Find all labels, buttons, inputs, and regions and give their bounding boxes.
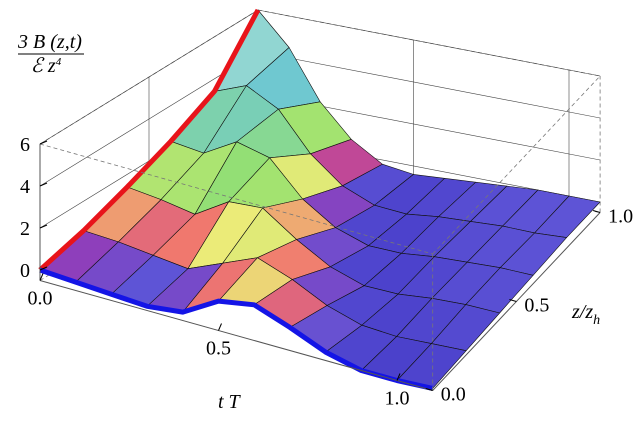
y-axis-label: z/zh <box>571 301 600 328</box>
z-tick <box>39 140 48 145</box>
z-axis-label-denominator: ℰ z4 <box>31 55 62 77</box>
z-label-sup: 4 <box>56 56 62 68</box>
x-axis-label: t T <box>218 391 242 413</box>
box-front: 0.0 0.5 1.0 0.0 0.5 1.0 0 2 4 6 <box>20 75 633 410</box>
x-tick-label: 1.0 <box>385 388 410 410</box>
z-label-den: ℰ z <box>31 55 56 77</box>
y-tick-label: 0.5 <box>524 295 549 317</box>
y-tick <box>425 388 433 391</box>
y-axis-label-sub: h <box>593 313 600 328</box>
grid-line <box>39 9 259 145</box>
y-tick <box>592 210 601 213</box>
grid-line <box>257 51 601 119</box>
x-tick <box>396 373 401 381</box>
z-tick-label: 2 <box>20 218 30 240</box>
z-axis-label-numerator: 3 B (z,t) <box>17 31 82 53</box>
z-tick <box>39 266 48 271</box>
surface <box>38 8 601 391</box>
z-tick <box>39 224 48 229</box>
box-edge <box>39 143 433 255</box>
z-tick-label: 6 <box>20 134 30 156</box>
box-edge <box>39 280 433 391</box>
x-tick-label: 0.0 <box>28 288 53 310</box>
z-tick-label: 4 <box>20 176 30 198</box>
z-tick-label: 0 <box>20 260 30 282</box>
z-tick <box>39 182 48 187</box>
grid-line <box>257 9 601 77</box>
x-tick-label: 0.5 <box>206 338 231 360</box>
x-tick <box>39 273 44 281</box>
box-edge <box>432 75 601 255</box>
y-tick-label: 0.0 <box>441 384 466 406</box>
y-tick-label: 1.0 <box>608 206 633 228</box>
edge-curve-t0 <box>38 8 261 272</box>
y-tick <box>509 299 517 302</box>
y-axis-label-text: z/z <box>571 301 593 323</box>
x-tick <box>218 323 222 331</box>
